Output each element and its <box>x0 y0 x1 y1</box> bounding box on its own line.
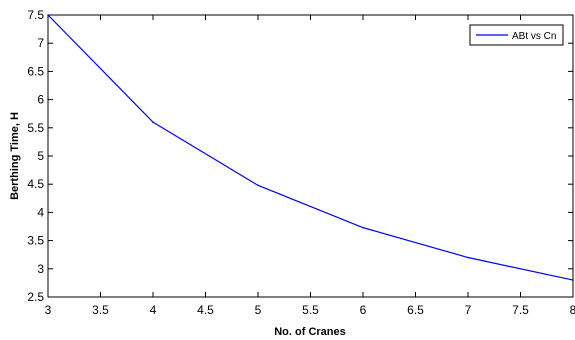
y-axis: 2.5 3 3.5 4 4.5 5 5.5 6 6.5 7 7.5 <box>27 8 573 304</box>
legend: ABt vs Cn <box>469 24 564 46</box>
x-tick-label: 6.5 <box>407 303 424 317</box>
x-tick-label: 8 <box>570 303 575 317</box>
y-tick-label: 4.5 <box>27 177 44 191</box>
y-tick-label: 7 <box>37 36 44 50</box>
y-tick-label: 7.5 <box>27 8 44 22</box>
y-tick-label: 5 <box>37 149 44 163</box>
x-tick-label: 7 <box>465 303 472 317</box>
x-tick-label: 4 <box>150 303 157 317</box>
x-tick-label: 7.5 <box>512 303 529 317</box>
x-axis: 3 3.5 4 4.5 5 5.5 6 6.5 7 7.5 8 <box>45 15 575 317</box>
y-axis-label: Berthing Time, H <box>9 112 21 200</box>
plot-area <box>47 14 574 298</box>
y-tick-label: 4 <box>37 205 44 219</box>
series-line <box>47 14 574 281</box>
x-tick-label: 4.5 <box>197 303 214 317</box>
y-tick-label: 5.5 <box>27 121 44 135</box>
data-point <box>152 121 154 123</box>
y-tick-label: 3 <box>37 262 44 276</box>
data-point <box>257 184 259 187</box>
y-tick-label: 2.5 <box>27 290 44 304</box>
x-axis-label: No. of Cranes <box>274 326 346 338</box>
data-point <box>362 226 364 229</box>
x-tick-label: 5 <box>255 303 262 317</box>
data-point <box>572 279 574 281</box>
legend-label: ABt vs Cn <box>512 31 556 42</box>
x-tick-label: 6 <box>360 303 367 317</box>
y-tick-label: 6.5 <box>27 64 44 78</box>
series-layer <box>47 14 574 281</box>
legend-box <box>469 24 564 46</box>
x-tick-label: 5.5 <box>302 303 319 317</box>
x-tick-label: 3.5 <box>92 303 109 317</box>
y-tick-label: 3.5 <box>27 234 44 248</box>
x-tick-label: 3 <box>45 303 52 317</box>
y-tick-label: 6 <box>37 93 44 107</box>
data-point <box>467 256 469 259</box>
data-point <box>47 14 49 16</box>
